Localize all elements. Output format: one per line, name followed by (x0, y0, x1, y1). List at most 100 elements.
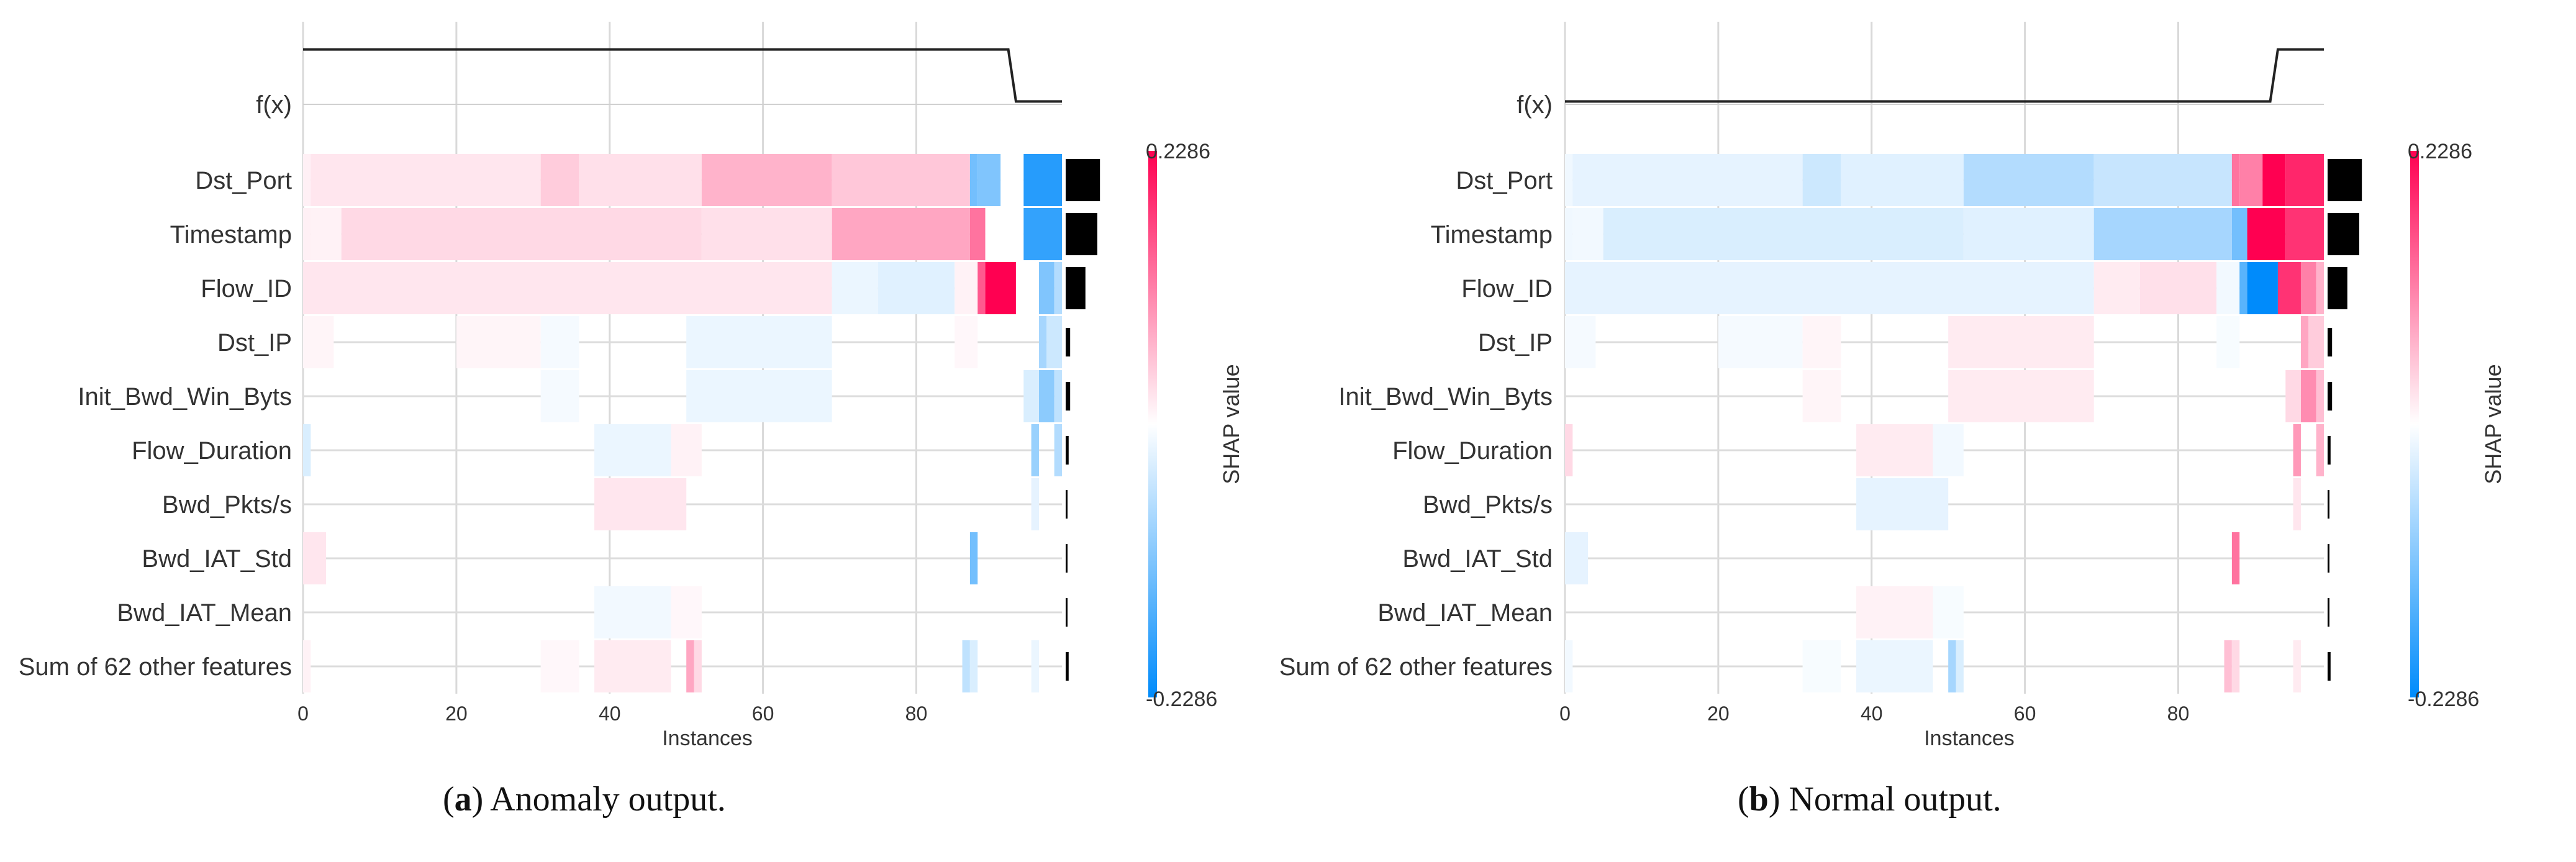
heatmap-cell (962, 640, 970, 692)
heatmap-cell (2316, 262, 2324, 314)
fx-line (303, 48, 1062, 103)
heatmap-cell (2231, 532, 2240, 584)
heatmap-cell (2239, 154, 2263, 206)
importance-bar (1066, 436, 1069, 465)
heatmap-cell (977, 262, 986, 314)
importance-bar (1066, 328, 1071, 356)
feature-label: Sum of 62 other features (1279, 653, 1553, 681)
heatmap-cell (1948, 370, 2094, 422)
heatmap-cell (2231, 640, 2240, 692)
heatmap-cell (341, 208, 702, 260)
x-tick-label: 40 (1861, 702, 1883, 725)
feature-label: Init_Bwd_Win_Byts (78, 383, 292, 411)
heatmap-cell (1031, 640, 1039, 692)
heatmap-cell (1948, 316, 2094, 368)
feature-label: Dst_IP (1478, 329, 1553, 356)
colorbar-min-label: -0.2286 (2408, 687, 2479, 711)
heatmap-cell (311, 208, 342, 260)
heatmap-cell (1963, 154, 2094, 206)
heatmap-cell (985, 208, 1024, 260)
heatmap-cell (2231, 154, 2240, 206)
caption-a-text: Anomaly output. (490, 780, 726, 819)
heatmap-cell (2247, 262, 2278, 314)
feature-label: Flow_Duration (132, 437, 292, 465)
importance-bar (2328, 652, 2331, 681)
feature-label: Flow_ID (1461, 275, 1553, 302)
feature-label: Bwd_IAT_Mean (117, 599, 292, 627)
heatmap-cell (1572, 208, 1603, 260)
heatmap-cell (1572, 154, 1803, 206)
heatmap-cell (1963, 208, 2094, 260)
heatmap-cell (969, 208, 986, 260)
heatmap-cell (1023, 370, 1039, 422)
heatmap-cell (2293, 478, 2301, 530)
x-tick-label: 80 (905, 702, 928, 725)
heatmap-cell (303, 424, 311, 476)
heatmap-cell (969, 532, 978, 584)
heatmap-cell (1054, 262, 1062, 314)
heatmap-cell (456, 316, 541, 368)
heatmap-cell (1565, 154, 1573, 206)
heatmap-cell (2093, 262, 2140, 314)
heatmap-cell (2300, 316, 2309, 368)
feature-label: Bwd_Pkts/s (162, 491, 292, 519)
heatmap-cell (594, 640, 671, 692)
heatmap-cell (2093, 154, 2232, 206)
heatmap-cell (1802, 370, 1841, 422)
importance-bar (2328, 159, 2362, 201)
heatmap-cell (2293, 640, 2301, 692)
heatmap-cell (1565, 640, 1573, 692)
heatmap-cell (2216, 262, 2240, 314)
heatmap-cell (1023, 154, 1062, 206)
importance-bar (2328, 382, 2333, 411)
heatmap-cell (579, 154, 702, 206)
heatmap-cell (694, 640, 702, 692)
panel-a-anomaly: Dst_Port Timestamp Flow_ID Dst_IP Init_Bwd_W… (19, 22, 1244, 750)
heatmap-cell (594, 424, 671, 476)
x-tick-label: 0 (297, 702, 309, 725)
heatmap-cell (2231, 208, 2247, 260)
importance-bar (2328, 598, 2329, 627)
heatmap-cell (671, 586, 702, 638)
importance-bar (1066, 267, 1086, 309)
heatmap-cell (1031, 478, 1039, 530)
heatmap-cell (1023, 208, 1062, 260)
heatmap-cell (1856, 640, 1933, 692)
importance-bar (2328, 213, 2359, 255)
colorbar (1148, 151, 1157, 697)
fx-label: f(x) (1517, 91, 1553, 119)
feature-label: Timestamp (170, 221, 292, 248)
feature-label: Bwd_IAT_Mean (1377, 599, 1553, 627)
heatmap-cell (303, 154, 311, 206)
feature-label: Flow_Duration (1392, 437, 1553, 465)
heatmap-cell (303, 208, 311, 260)
heatmap-cell (878, 262, 955, 314)
heatmap-cell (1718, 316, 1803, 368)
x-axis-label: Instances (1924, 727, 2015, 750)
heatmap-cell (303, 262, 832, 314)
heatmap-cell (985, 262, 1016, 314)
heatmap-cell (1603, 208, 1964, 260)
feature-label: Bwd_Pkts/s (1423, 491, 1553, 519)
heatmap-cell (671, 424, 702, 476)
heatmap-cell (540, 640, 579, 692)
importance-bar (1066, 213, 1097, 255)
importance-bar (1066, 382, 1071, 411)
heatmap-cell (540, 154, 579, 206)
heatmap-cell (311, 154, 541, 206)
caption-a-letter: a (454, 780, 472, 819)
heatmap-cell (1038, 316, 1047, 368)
colorbar-max-label: 0.2286 (1146, 140, 1210, 163)
heatmap-cell (540, 316, 579, 368)
colorbar (2410, 151, 2419, 697)
heatmap-cell (303, 640, 311, 692)
heatmap-cell (977, 154, 1001, 206)
heatmap-cell (2316, 424, 2324, 476)
heatmap-cell (2285, 370, 2301, 422)
heatmap-cell (1565, 208, 1573, 260)
x-tick-label: 0 (1559, 702, 1571, 725)
colorbar-label: SHAP value (1218, 364, 1244, 484)
feature-label: Timestamp (1431, 221, 1553, 248)
heatmap-cell (701, 208, 832, 260)
